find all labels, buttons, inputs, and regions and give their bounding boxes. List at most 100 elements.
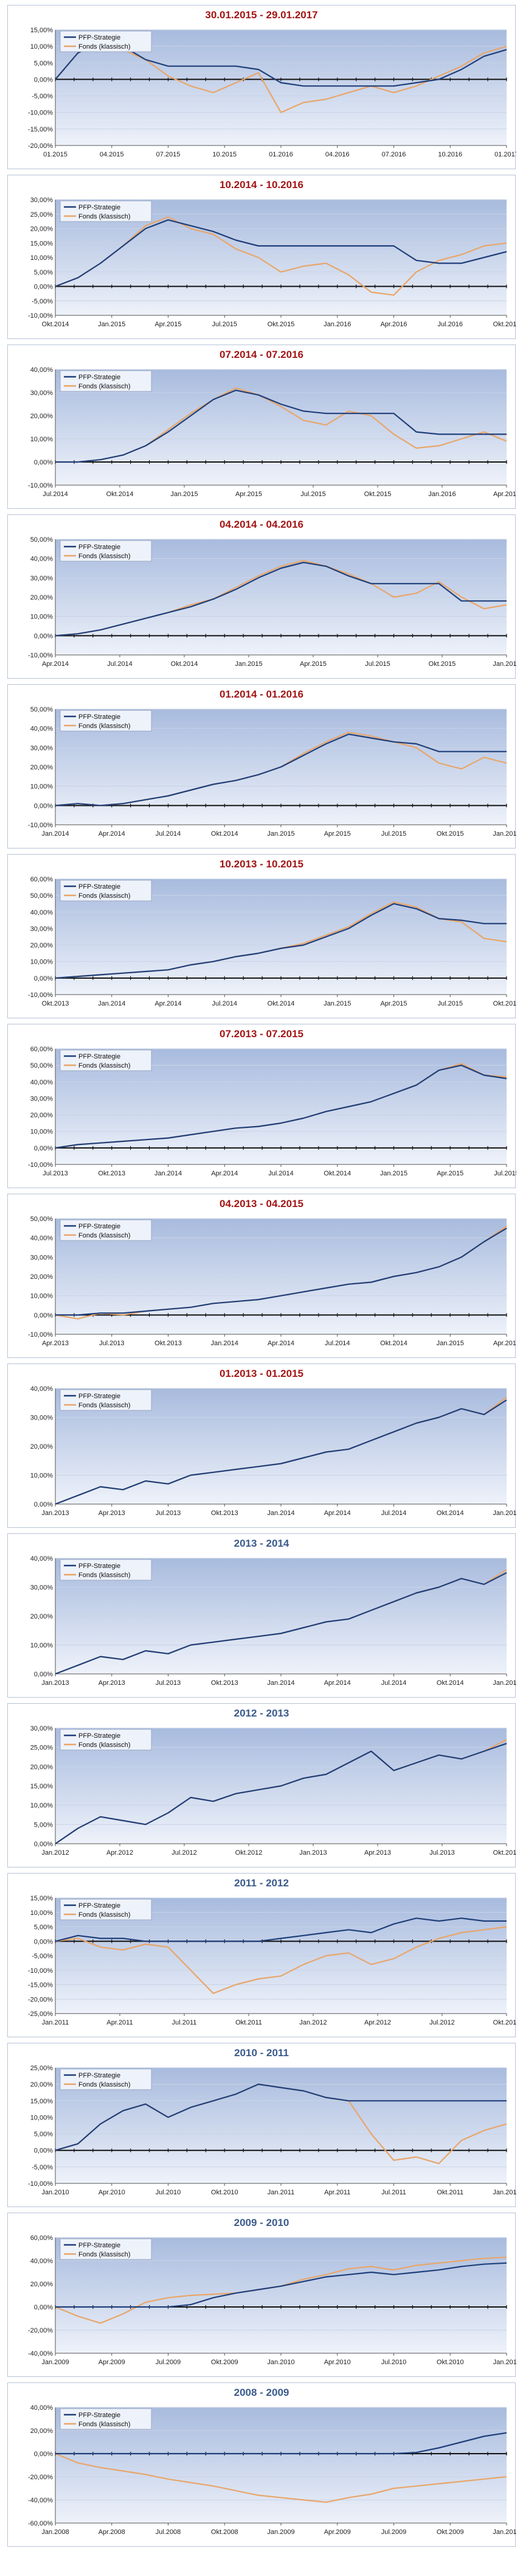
y-tick-label: -5,00% (32, 1953, 53, 1960)
legend-label: PFP-Strategie (78, 883, 120, 891)
x-tick-label: Jan.2015 (170, 491, 198, 498)
x-tick-label: 10.2015 (212, 151, 237, 158)
x-tick-label: Jan.2008 (41, 2529, 69, 2536)
y-tick-label: 40,00% (30, 1079, 54, 1086)
y-tick-label: 15,00% (30, 27, 54, 34)
x-tick-label: Jul.2013 (99, 1340, 125, 1347)
x-tick-label: Apr.2013 (42, 1340, 69, 1347)
x-tick-label: Okt.2009 (437, 2529, 464, 2536)
legend-label: PFP-Strategie (78, 2072, 120, 2079)
legend-label: Fonds (klassisch) (78, 1741, 131, 1749)
line-chart: -40,00% -20,00% 0,00% 20,00% 40,00% 60,00% Jan… (28, 2235, 516, 2366)
y-tick-label: 0,00% (34, 632, 53, 640)
x-tick-label: Jan.2014 (211, 1340, 238, 1347)
series-line-pfp-strategie (55, 1064, 507, 1149)
x-tick-label: Jul.2010 (381, 2359, 407, 2366)
legend-box (60, 200, 152, 222)
y-tick-label: 40,00% (30, 366, 54, 374)
x-tick-label: Okt.2015 (268, 321, 295, 328)
series-line-pfp-strategie (55, 1917, 507, 1942)
chart-title: 04.2013 - 04.2015 (219, 1198, 303, 1209)
y-tick-label: 40,00% (30, 2258, 54, 2265)
chart-title: 2009 - 2010 (234, 2217, 289, 2228)
x-tick-label: 01.2017 (494, 151, 516, 158)
line-chart: -10,00% -5,00% 0,00% 5,00% 10,00% 15,00% 20,00… (28, 2065, 516, 2196)
y-tick-label: -20,00% (28, 1996, 53, 2003)
y-tick-label: 60,00% (30, 1046, 54, 1053)
x-tick-label: Apr.2013 (99, 1679, 125, 1687)
y-tick-label: -20,00% (28, 2474, 53, 2481)
x-tick-label: Jul.2009 (381, 2529, 407, 2536)
legend-box (60, 710, 152, 732)
x-tick-label: Jan.2014 (154, 1170, 182, 1177)
y-tick-label: 0,00% (34, 1671, 53, 1678)
y-tick-label: 0,00% (34, 2147, 53, 2155)
legend-label: Fonds (klassisch) (78, 213, 131, 220)
x-tick-label: Okt.2014 (211, 830, 238, 838)
y-tick-label: 10,00% (30, 1642, 54, 1650)
y-tick-label: 50,00% (30, 536, 54, 544)
chart-panel: 01.2014 - 01.2016 -10,00% 0,00% 10,00% 20,00… (7, 684, 516, 849)
x-tick-label: Jul.2015 (437, 1000, 463, 1007)
series-line-pfp-strategie (55, 2083, 507, 2151)
x-tick-label: Apr.2013 (364, 1849, 391, 1857)
y-tick-label: 60,00% (30, 2235, 54, 2242)
y-tick-label: 5,00% (34, 1924, 53, 1931)
x-tick-label: Jan.2015 (235, 660, 262, 668)
x-tick-label: Jan.2012 (41, 1849, 69, 1857)
chart-title: 01.2014 - 01.2016 (219, 688, 303, 700)
y-tick-label: 20,00% (30, 1273, 54, 1281)
legend-box (60, 1899, 152, 1920)
legend-box (60, 2238, 152, 2260)
chart-title: 10.2014 - 10.2016 (219, 179, 303, 191)
x-tick-label: Okt.2010 (211, 2189, 238, 2196)
chart-title: 2008 - 2009 (234, 2387, 289, 2398)
x-tick-label: Jan.2009 (267, 2529, 294, 2536)
y-tick-label: 15,00% (30, 240, 54, 247)
x-tick-label: Jul.2015 (365, 660, 390, 668)
x-tick-label: Jan.2013 (41, 1510, 69, 1517)
x-tick-label: Apr.2010 (324, 2359, 351, 2366)
x-tick-label: Apr.2015 (437, 1170, 463, 1177)
y-tick-label: 40,00% (30, 726, 54, 733)
line-chart: -10,00% 0,00% 10,00% 20,00% 30,00% 40,00% 50,0… (28, 536, 516, 668)
y-tick-label: 20,00% (30, 2427, 54, 2435)
chart-panel: 10.2014 - 10.2016 -10,00% -5,00% 0,00% 5,00%… (7, 175, 516, 339)
x-tick-label: Okt.2013 (493, 1849, 516, 1857)
legend-box (60, 1389, 152, 1411)
series-line-pfp-strategie (55, 2432, 507, 2455)
legend-label: PFP-Strategie (78, 1563, 120, 1570)
series-line-pfp-strategie (55, 1227, 507, 1316)
x-tick-label: Okt.2014 (380, 1340, 407, 1347)
x-tick-label: Okt.2010 (437, 2359, 464, 2366)
line-chart: -25,00% -20,00% -15,00% -10,00% -5,00% 0,00% 5… (28, 1895, 516, 2026)
y-tick-label: -10,00% (28, 110, 53, 117)
x-tick-label: Okt.2012 (235, 1849, 263, 1857)
y-tick-label: -15,00% (28, 126, 53, 133)
y-tick-label: 20,00% (30, 1613, 54, 1620)
y-tick-label: 15,00% (30, 1895, 54, 1902)
y-tick-label: 20,00% (30, 2081, 54, 2088)
chart-panel: 04.2014 - 04.2016 -10,00% 0,00% 10,00% 20,00… (7, 514, 516, 679)
legend-label: Fonds (klassisch) (78, 1062, 131, 1069)
x-tick-label: Okt.2013 (211, 1679, 238, 1687)
x-tick-label: Apr.2014 (42, 660, 69, 668)
x-tick-label: Jul.2014 (381, 1510, 407, 1517)
x-tick-label: Jul.2010 (156, 2189, 181, 2196)
x-tick-label: Okt.2013 (154, 1340, 182, 1347)
legend-label: PFP-Strategie (78, 2412, 120, 2419)
x-tick-label: Okt.2009 (211, 2359, 238, 2366)
y-tick-label: 0,00% (34, 802, 53, 810)
chart-title: 07.2014 - 07.2016 (219, 349, 303, 360)
chart-panel: 30.01.2015 - 29.01.2017 -20,00% -15,00% -10… (7, 5, 516, 169)
x-tick-label: Okt.2014 (324, 1170, 351, 1177)
y-tick-label: 40,00% (30, 1385, 54, 1393)
y-tick-label: 0,00% (34, 284, 53, 291)
y-tick-label: 0,00% (34, 459, 53, 466)
chart-title: 2012 - 2013 (234, 1707, 289, 1719)
y-tick-label: 20,00% (30, 942, 54, 950)
y-tick-label: 30,00% (30, 744, 54, 752)
series-line-pfp-strategie (55, 1399, 507, 1505)
y-tick-label: -40,00% (28, 2350, 53, 2357)
y-tick-label: 30,00% (30, 390, 54, 397)
